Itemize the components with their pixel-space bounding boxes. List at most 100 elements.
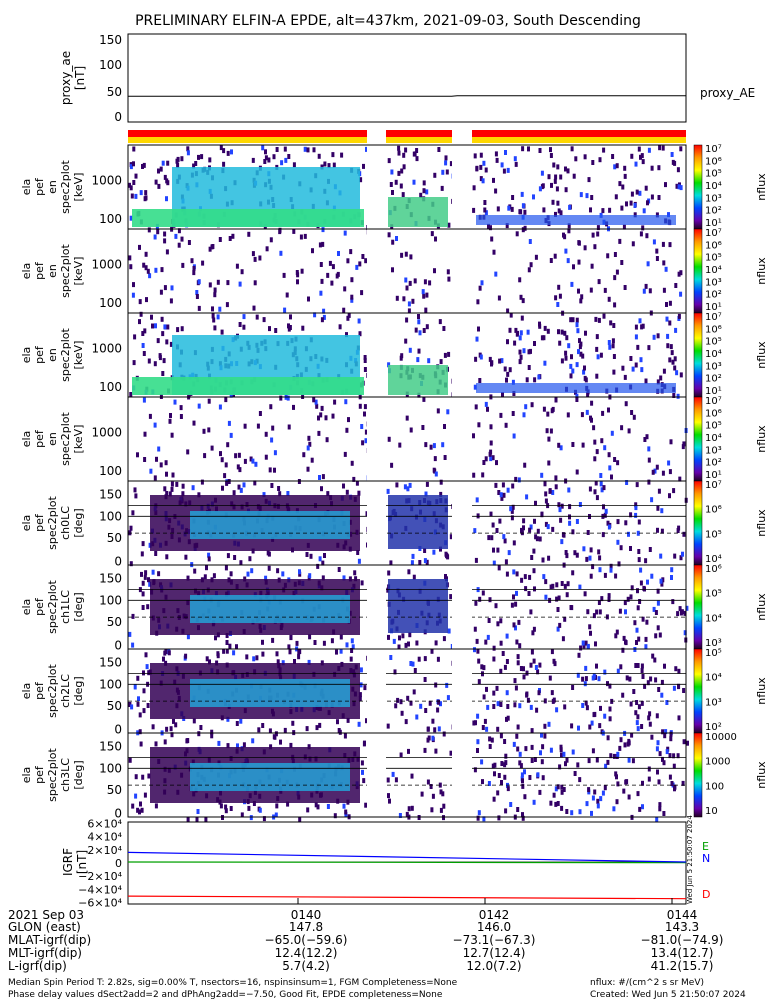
spectrogram-cell: [355, 480, 359, 486]
colorbar: [693, 396, 703, 482]
spectrogram-cell: [647, 766, 651, 772]
spectrogram-cell: [164, 460, 168, 466]
spectrogram-cell: [212, 317, 216, 323]
spectrogram-cell: [492, 690, 496, 696]
spectrogram-cell: [301, 325, 305, 331]
spectrogram-cell: [267, 565, 271, 571]
spectrogram-cell: [404, 338, 408, 344]
spectrogram-cell: [523, 225, 527, 231]
spectrogram-cell: [518, 277, 522, 283]
spectrogram-cell: [190, 258, 194, 264]
spectrogram-cell: [584, 640, 588, 646]
spectrogram-cell: [575, 552, 579, 558]
spectrogram-cell: [499, 618, 503, 624]
spectrogram-cell: [577, 652, 581, 658]
spectrogram-cell: [502, 492, 506, 498]
igrf-ylabel-1: IGRF: [61, 848, 75, 876]
spectrogram-cell: [412, 179, 416, 185]
spectrogram-cell: [229, 392, 233, 398]
spectrogram-cell: [398, 635, 401, 641]
spectrogram-cell: [651, 469, 655, 475]
spectrogram-ylabel: pef: [33, 765, 46, 784]
spectrogram-cell: [551, 199, 555, 205]
spectrogram-cell: [649, 676, 653, 682]
spectrogram-cell: [543, 733, 547, 739]
spectrogram-cell: [489, 511, 493, 517]
spectrogram-cell: [144, 570, 148, 576]
spectrogram-ylabel: ch1LC: [59, 590, 72, 624]
igrf-legend-d: D: [702, 888, 710, 901]
spectrogram-cell: [681, 780, 685, 786]
footer-label-l: L-igrf(dip): [8, 959, 67, 973]
spectrogram-cell: [678, 606, 682, 612]
spectrogram-cell: [513, 156, 517, 162]
spectrogram-cell: [640, 668, 644, 673]
spectrogram-cell: [254, 461, 258, 467]
spectrogram-cell: [147, 358, 151, 364]
spectrogram-cell: [518, 643, 522, 649]
spectrogram-cell: [439, 807, 443, 813]
spectrogram-cell: [432, 467, 436, 473]
spectrogram-cell: [477, 422, 481, 428]
spectrogram-cell: [226, 716, 230, 722]
spectrogram-cell: [184, 554, 188, 560]
spectrogram-cell: [680, 609, 684, 615]
spectrogram-cell: [232, 490, 236, 496]
spectrogram-cell: [279, 739, 282, 745]
spectrogram-cell: [576, 328, 580, 334]
spectrogram-cell: [414, 327, 418, 333]
spectrogram-cell: [407, 806, 411, 812]
spectrogram-ylabel: ela: [20, 179, 33, 196]
spectrogram-cell: [607, 340, 611, 345]
spectrogram-cell: [446, 554, 450, 560]
spectrogram-cell: [267, 157, 271, 163]
spectrogram-cell: [264, 149, 267, 155]
spectrogram-cell: [640, 724, 644, 729]
spectrogram-cell: [271, 425, 275, 431]
spectrogram-cell: [307, 744, 311, 750]
spectrogram-cell: [634, 710, 638, 716]
spectrogram-cell: [488, 597, 492, 603]
spectrogram-cell: [512, 741, 516, 747]
spectrogram-cell: [630, 410, 634, 415]
spectrogram-cell: [656, 333, 660, 339]
spectrogram-cell: [565, 592, 569, 598]
spectrogram-cell: [476, 739, 480, 745]
spectrogram-cell: [634, 512, 638, 518]
spectrogram-cell: [619, 664, 623, 670]
spectrogram-ylabel: ch3LC: [59, 758, 72, 792]
spectrogram-cell: [559, 210, 563, 216]
spectrogram-cell: [481, 779, 484, 785]
spectrogram-cell: [478, 596, 482, 602]
spectrogram-cell: [579, 351, 583, 357]
spectrogram-cell: [544, 579, 548, 585]
spectrogram-cell: [415, 714, 419, 720]
spectrogram-cell: [148, 581, 152, 587]
spectrogram-cell: [660, 679, 664, 685]
spectrogram-cell: [621, 647, 625, 653]
spectrogram-cell: [644, 378, 648, 384]
spectrogram-cell: [264, 155, 268, 161]
spectrogram-cell: [362, 741, 366, 747]
colorbar: [693, 564, 703, 650]
spectrogram-cell: [627, 531, 630, 537]
spectrogram-cell: [434, 682, 438, 688]
spectrogram-cell: [197, 492, 201, 498]
spectrogram-cell: [661, 577, 665, 583]
spectrogram-cell: [362, 163, 365, 169]
spectrogram-cell: [677, 683, 681, 689]
spectrogram-cell: [163, 650, 167, 656]
spectrogram-cell: [578, 584, 582, 590]
spectrogram-cell: [582, 369, 586, 375]
spectrogram-cell: [310, 457, 314, 463]
spectrogram-cell: [616, 539, 620, 545]
spectrogram-cell: [474, 404, 478, 410]
spectrogram-cell: [213, 287, 217, 293]
spectrogram-cell: [534, 534, 538, 540]
spectrogram-cell: [364, 429, 368, 435]
spectrogram-cell: [517, 477, 521, 483]
spectrogram-cell: [545, 428, 549, 434]
spectrogram-ylabel: spec2plot: [46, 580, 59, 634]
spectrogram-cell: [442, 326, 446, 331]
spectrogram-cell: [583, 375, 587, 381]
